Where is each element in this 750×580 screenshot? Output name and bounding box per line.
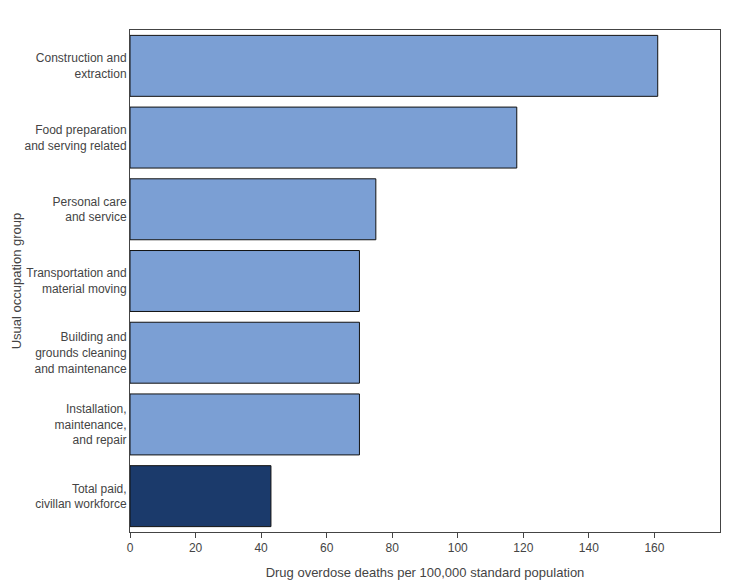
svg-text:80: 80 — [386, 541, 400, 555]
svg-text:Usual occupation group: Usual occupation group — [9, 213, 24, 350]
svg-text:Installation,maintenance,and r: Installation,maintenance,and repair — [55, 402, 127, 447]
svg-text:60: 60 — [320, 541, 334, 555]
svg-text:140: 140 — [579, 541, 599, 555]
svg-text:100: 100 — [448, 541, 468, 555]
svg-text:Transportation andmaterial mov: Transportation andmaterial moving — [26, 266, 126, 296]
svg-text:Building andgrounds cleaningan: Building andgrounds cleaningand maintena… — [35, 330, 127, 375]
svg-text:40: 40 — [254, 541, 268, 555]
svg-text:20: 20 — [189, 541, 203, 555]
svg-text:120: 120 — [513, 541, 533, 555]
svg-text:160: 160 — [644, 541, 664, 555]
svg-text:Drug overdose deaths per 100,0: Drug overdose deaths per 100,000 standar… — [266, 565, 585, 580]
svg-text:Personal careand service: Personal careand service — [53, 195, 127, 225]
svg-text:Construction andextraction: Construction andextraction — [36, 51, 127, 81]
svg-text:0: 0 — [127, 541, 134, 555]
svg-text:Total paid,civillan workforce: Total paid,civillan workforce — [35, 482, 127, 512]
svg-text:Food preparationand serving re: Food preparationand serving related — [25, 123, 127, 153]
